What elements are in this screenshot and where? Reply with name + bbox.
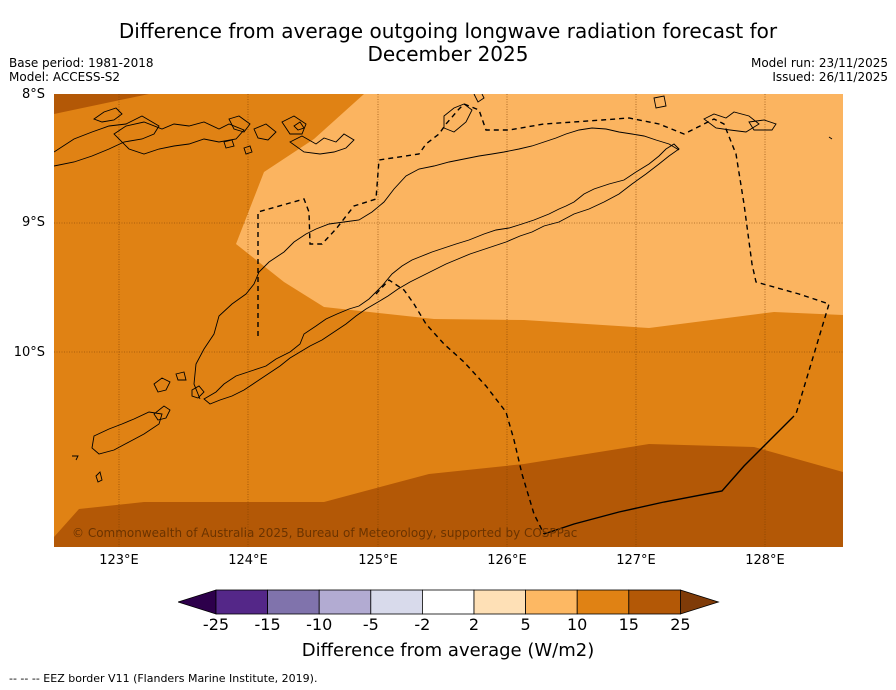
- lon-label-126e: 126°E: [487, 553, 527, 568]
- colorbar-segment: [421, 589, 475, 615]
- colorbar-tick-label: -2: [414, 615, 431, 634]
- lon-label-127e: 127°E: [616, 553, 656, 568]
- colorbar-tick-label: -25: [202, 615, 230, 634]
- issued-date: Issued: 26/11/2025: [772, 70, 888, 84]
- meta-right: Model run: 23/11/2025 Issued: 26/11/2025: [751, 56, 888, 84]
- map-panel: [54, 94, 843, 547]
- colorbar-segment: [370, 589, 423, 615]
- colorbar-tick-label: 25: [670, 615, 691, 634]
- colorbar-tick-label: 15: [618, 615, 639, 634]
- colorbar-arrow-low: [178, 589, 217, 615]
- model-name: Model: ACCESS-S2: [9, 70, 121, 84]
- colorbar-tick-label: -5: [362, 615, 379, 634]
- lon-label-125e: 125°E: [358, 553, 398, 568]
- meta-left: Base period: 1981-2018 Model: ACCESS-S2: [9, 56, 154, 84]
- lat-label-9s: 9°S: [21, 215, 45, 230]
- colorbar-tick-label: 2: [468, 615, 480, 634]
- contour-15-25-south: [54, 444, 843, 547]
- gridlines: [54, 94, 843, 547]
- colorbar-segment: [628, 589, 681, 615]
- colorbar-arrow-high: [679, 589, 720, 615]
- title-line-1: Difference from average outgoing longwav…: [118, 19, 778, 43]
- lat-label-10s: 10°S: [13, 345, 45, 360]
- contour-5-10: [236, 94, 843, 328]
- lat-label-8s: 8°S: [21, 87, 45, 102]
- colorbar-segment: [525, 589, 578, 615]
- colorbar-segment: [473, 589, 526, 615]
- lon-label-123e: 123°E: [99, 553, 139, 568]
- timor-coast: [193, 127, 680, 400]
- eez-border: [257, 103, 830, 535]
- eez-border-solid: [543, 415, 795, 535]
- coastlines: [54, 94, 833, 483]
- map-copyright: © Commonwealth of Australia 2025, Bureau…: [72, 526, 578, 540]
- colorbar-tick-label: 5: [520, 615, 531, 634]
- colorbar-segment: [318, 589, 372, 615]
- eez-footnote: -- -- -- EEZ border V11 (Flanders Marine…: [9, 672, 318, 685]
- colorbar-segment: [267, 589, 320, 615]
- model-run: Model run: 23/11/2025: [750, 56, 888, 70]
- chart-title: Difference from average outgoing longwav…: [0, 20, 896, 66]
- title-line-2: December 2025: [367, 42, 529, 66]
- colorbar-segment: [215, 589, 268, 615]
- lon-label-124e: 124°E: [228, 553, 268, 568]
- colorbar-segments: [178, 589, 720, 615]
- colorbar-segment: [576, 589, 630, 615]
- colorbar-tick-label: -10: [306, 615, 333, 634]
- contour-15-25-northwest: [54, 94, 149, 114]
- colorbar-tick-label: 10: [567, 615, 588, 634]
- base-period: Base period: 1981-2018: [9, 56, 154, 70]
- colorbar-tick-label: -15: [254, 615, 281, 634]
- colorbar: [178, 589, 720, 615]
- lon-label-128e: 128°E: [745, 553, 785, 568]
- colorbar-label: Difference from average (W/m2): [301, 640, 595, 661]
